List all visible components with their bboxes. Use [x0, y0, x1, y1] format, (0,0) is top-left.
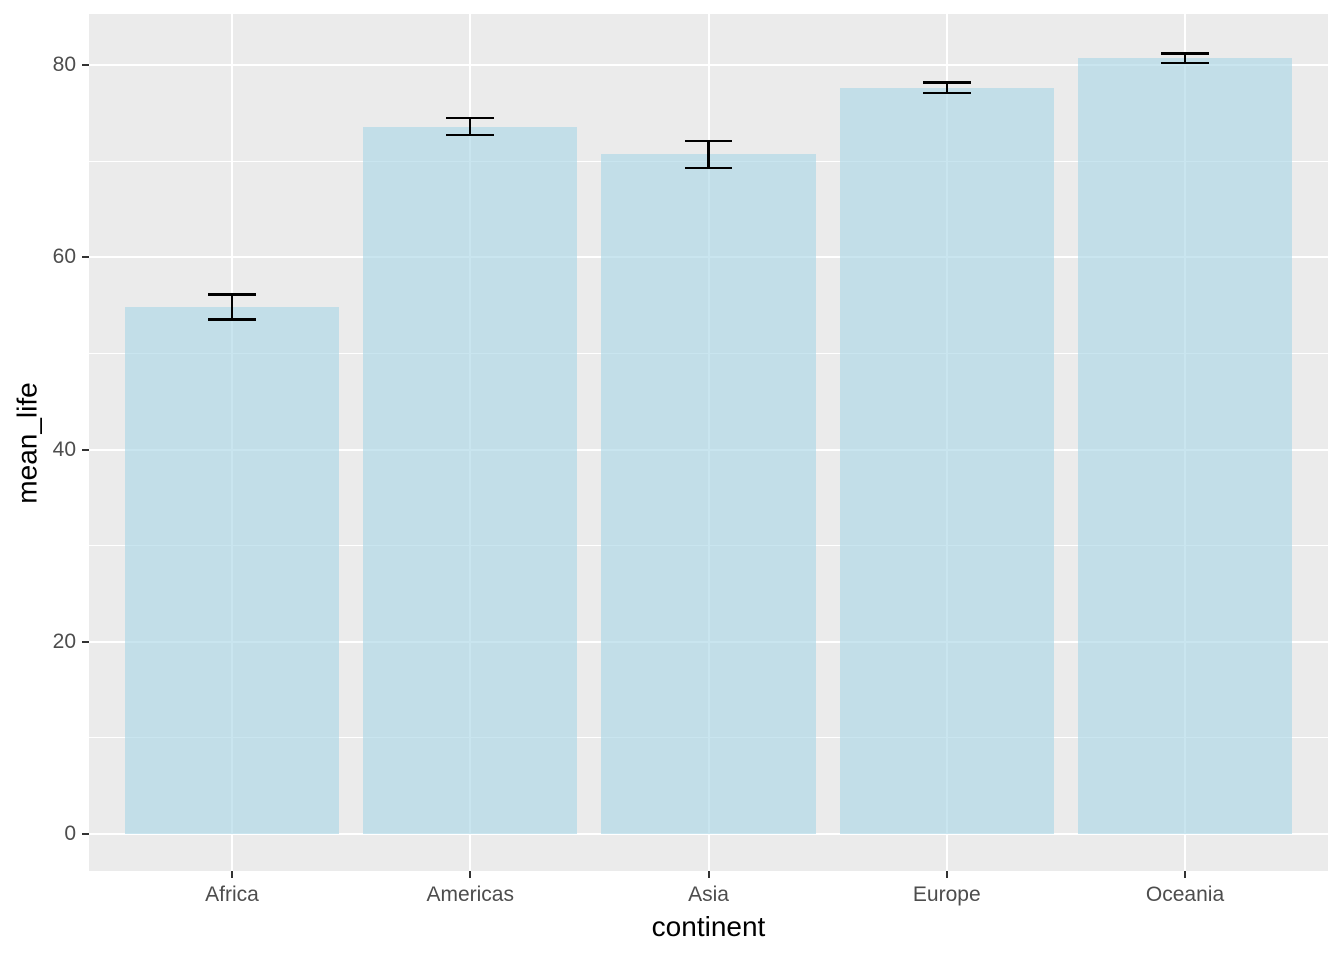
- error-bar-bottom-cap: [684, 166, 733, 170]
- x-tick-label: Europe: [912, 883, 981, 906]
- x-tick-mark: [945, 871, 948, 878]
- bar-oceania: [1077, 58, 1293, 834]
- x-tick-mark: [1184, 871, 1187, 878]
- y-tick-mark: [82, 256, 89, 259]
- error-bar-stem: [945, 82, 949, 93]
- error-bar-bottom-cap: [1161, 61, 1209, 65]
- y-tick-label: 80: [52, 53, 76, 76]
- y-tick-label: 20: [52, 629, 76, 653]
- error-bar-bottom-cap: [446, 133, 495, 137]
- error-bar-bottom-cap: [922, 91, 971, 95]
- bar-asia: [601, 154, 816, 834]
- x-tick-mark: [469, 871, 472, 878]
- x-tick-label: Africa: [205, 883, 259, 906]
- y-tick-label: 40: [52, 437, 76, 461]
- y-tick-label: 0: [64, 822, 76, 845]
- x-tick-label: Oceania: [1145, 883, 1225, 906]
- error-bar-stem: [707, 140, 710, 168]
- x-tick-mark: [707, 871, 710, 878]
- error-bar-stem: [1183, 53, 1187, 64]
- y-tick-mark: [82, 640, 89, 643]
- error-bar-stem: [230, 294, 234, 320]
- bar-europe: [839, 88, 1054, 834]
- plot-panel: [89, 14, 1328, 871]
- y-tick-mark: [82, 833, 89, 835]
- bar-americas: [363, 126, 578, 834]
- y-tick-mark: [82, 448, 89, 451]
- error-bar-bottom-cap: [208, 318, 256, 321]
- y-tick-label: 60: [52, 245, 76, 269]
- x-axis-title: continent: [651, 911, 766, 942]
- bar-africa: [124, 307, 340, 834]
- x-tick-label: Asia: [688, 883, 729, 906]
- y-tick-mark: [82, 64, 89, 66]
- x-tick-label: Americas: [426, 883, 514, 906]
- error-bar-stem: [468, 117, 472, 136]
- x-tick-mark: [230, 871, 233, 878]
